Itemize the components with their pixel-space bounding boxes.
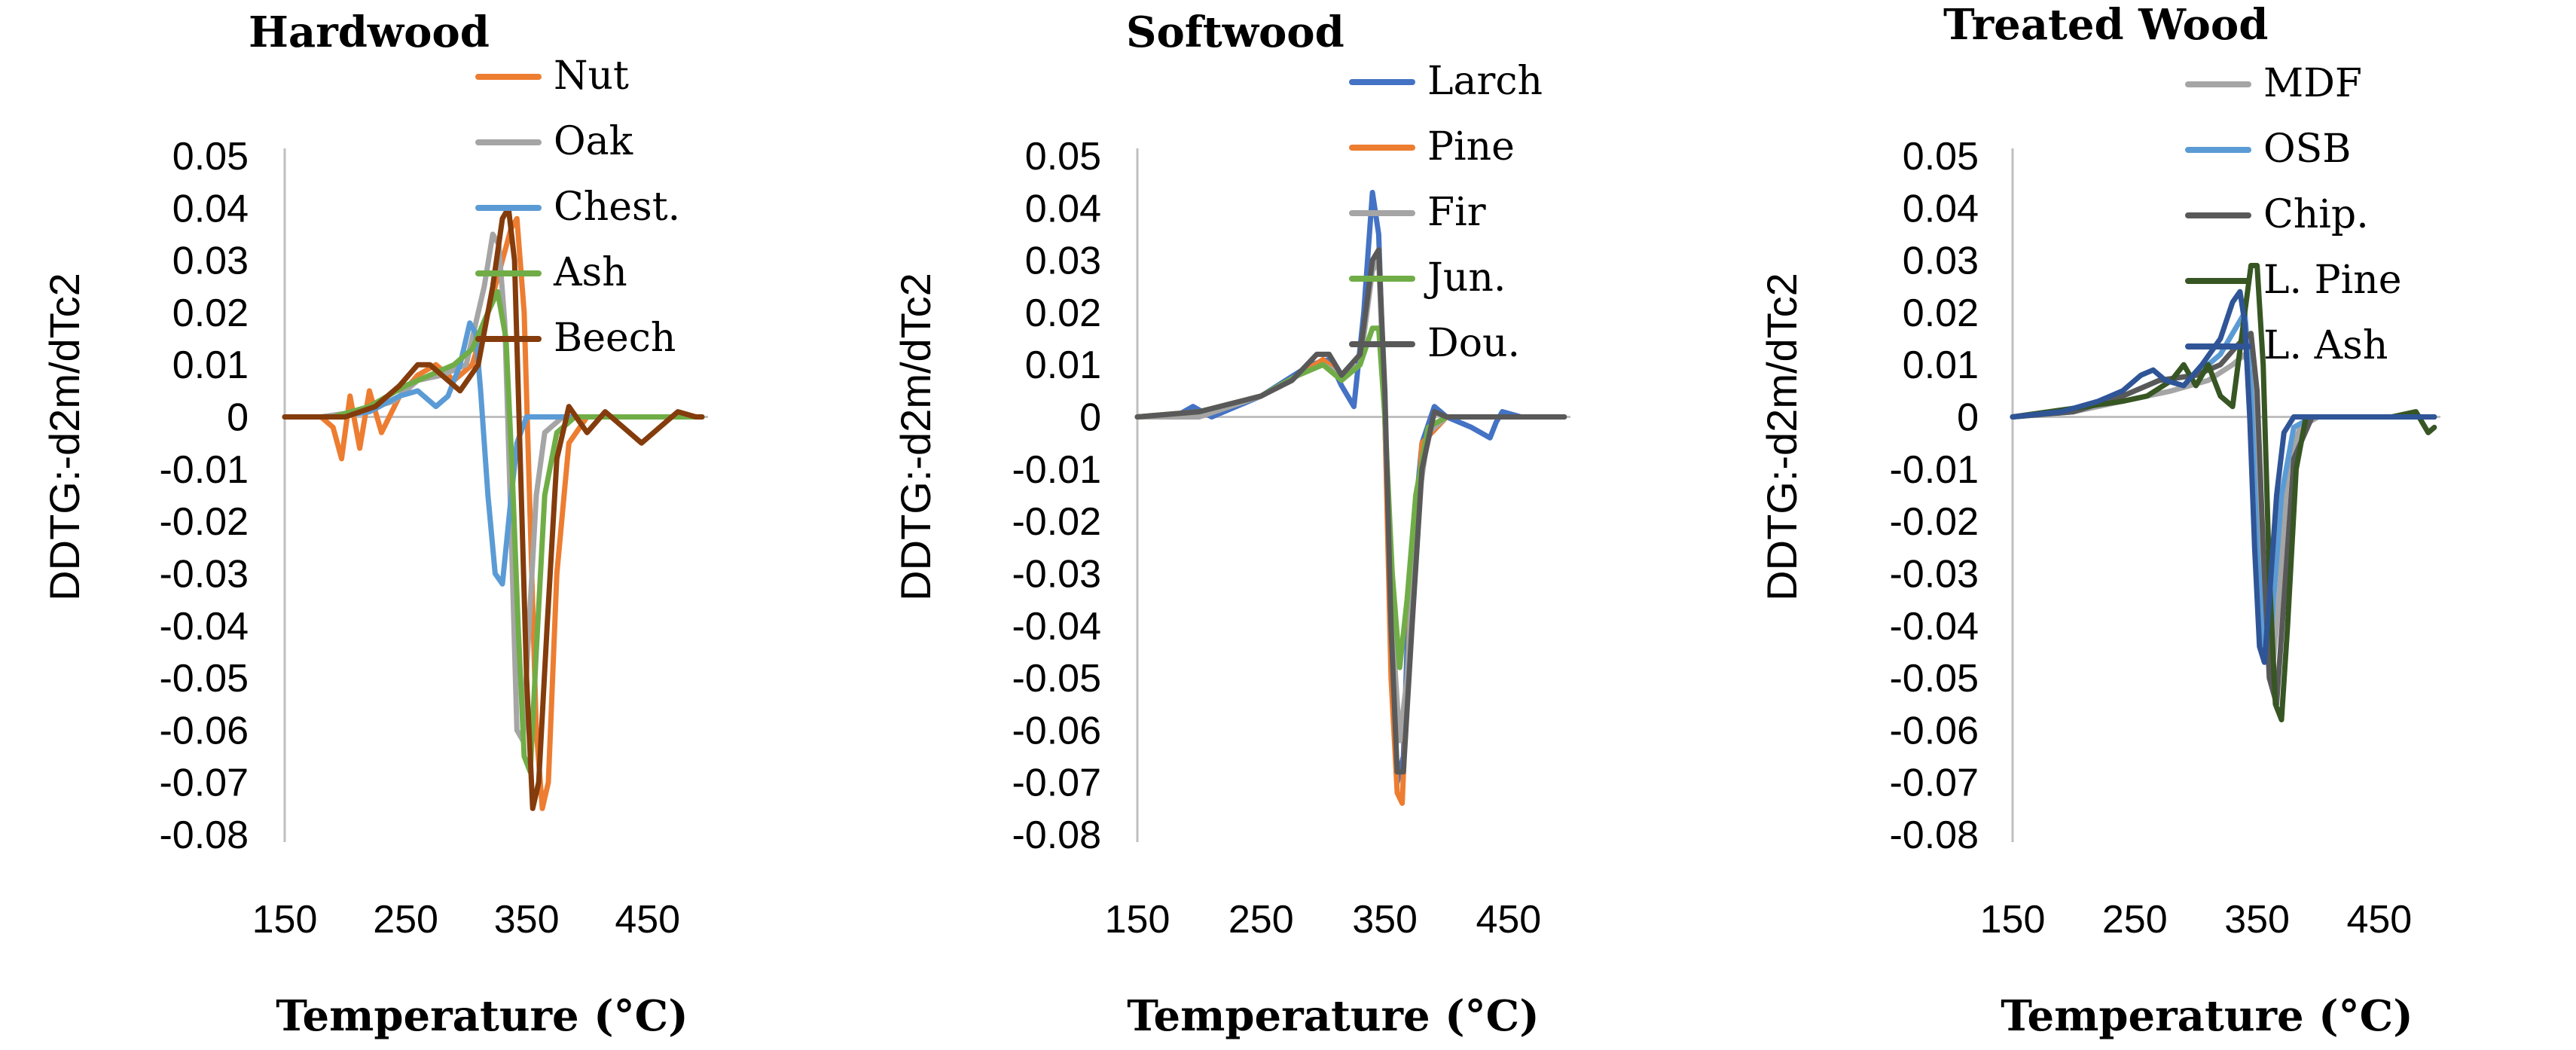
y-tick-label: -0.02 bbox=[159, 500, 249, 544]
y-tick-label: -0.04 bbox=[1889, 605, 1979, 649]
x-tick-label: 350 bbox=[494, 898, 560, 942]
y-tick-label: -0.04 bbox=[1012, 605, 1101, 649]
chart-panel-softwood: Softwood DDTG:-d2m/dTc2 Temperature (°C)… bbox=[892, 8, 1570, 1041]
y-tick-label: -0.01 bbox=[1889, 448, 1979, 492]
legend-label: Larch bbox=[1427, 59, 1543, 104]
x-axis-label: Temperature (°C) bbox=[276, 991, 688, 1041]
chart-title: Softwood bbox=[1126, 8, 1344, 57]
y-tick-label: 0.03 bbox=[172, 240, 249, 283]
legend-label: Pine bbox=[1427, 124, 1515, 169]
y-tick-label: 0 bbox=[1957, 396, 1979, 440]
y-tick-label: -0.08 bbox=[1012, 813, 1101, 857]
y-tick-label: 0.03 bbox=[1025, 240, 1101, 283]
y-tick-label: 0.01 bbox=[172, 343, 249, 387]
legend-label: Chip. bbox=[2263, 192, 2369, 237]
y-tick-label: -0.06 bbox=[159, 709, 249, 752]
y-tick-label: 0.02 bbox=[1025, 291, 1101, 335]
series-line-chip bbox=[2010, 331, 2437, 707]
y-tick-label: 0.02 bbox=[1903, 291, 1979, 335]
y-tick-label: -0.07 bbox=[1889, 762, 1979, 805]
series-line-chest bbox=[282, 320, 705, 587]
y-tick-label: 0 bbox=[1079, 396, 1101, 440]
y-tick-label: 0.04 bbox=[1903, 187, 1979, 230]
legend-label: L. Pine bbox=[2263, 258, 2401, 303]
series-line-dou bbox=[1134, 247, 1567, 775]
legend-label: Ash bbox=[553, 250, 627, 295]
x-tick-label: 350 bbox=[1352, 898, 1418, 942]
legend-label: Chest. bbox=[554, 185, 680, 230]
x-tick-label: 150 bbox=[252, 898, 318, 942]
x-tick-label: 450 bbox=[2346, 898, 2412, 942]
legend-label: OSB bbox=[2263, 127, 2351, 172]
series-line-beech bbox=[282, 205, 705, 811]
y-tick-label: 0.05 bbox=[172, 135, 249, 179]
legend-label: Dou. bbox=[1427, 321, 1520, 366]
y-tick-label: -0.06 bbox=[1012, 709, 1101, 752]
y-tick-label: -0.05 bbox=[1889, 657, 1979, 701]
y-tick-label: -0.08 bbox=[159, 813, 249, 857]
legend-label: Oak bbox=[554, 119, 633, 164]
x-tick-label: 250 bbox=[2102, 898, 2168, 942]
series-line-jun bbox=[1134, 325, 1567, 670]
series-line-l-ash bbox=[2010, 288, 2437, 665]
y-tick-label: -0.04 bbox=[159, 605, 249, 649]
series-line-ash bbox=[282, 288, 705, 775]
x-tick-label: 250 bbox=[373, 898, 438, 942]
chart-panel-hardwood: Hardwood DDTG:-d2m/dTc2 Temperature (°C)… bbox=[41, 8, 708, 1041]
legend-label: Beech bbox=[554, 316, 676, 361]
y-tick-label: 0.05 bbox=[1903, 135, 1979, 179]
y-axis-label: DDTG:-d2m/dTc2 bbox=[892, 273, 939, 601]
series-line-mdf bbox=[2010, 351, 2437, 681]
legend-label: Jun. bbox=[1424, 255, 1506, 301]
x-tick-label: 450 bbox=[1476, 898, 1541, 942]
chart-panel-treated-wood: Treated Wood DDTG:-d2m/dTc2 Temperature … bbox=[1758, 0, 2440, 1041]
y-tick-label: 0.01 bbox=[1025, 343, 1101, 387]
y-tick-label: 0.05 bbox=[1025, 135, 1101, 179]
series-line-oak bbox=[282, 231, 705, 743]
legend-label: MDF bbox=[2263, 61, 2362, 106]
y-tick-label: -0.07 bbox=[1012, 762, 1101, 805]
y-tick-label: 0 bbox=[227, 396, 249, 440]
y-axis-label: DDTG:-d2m/dTc2 bbox=[1758, 273, 1805, 601]
y-tick-label: 0.04 bbox=[172, 187, 249, 230]
chart-title: Treated Wood bbox=[1943, 0, 2268, 50]
y-tick-label: -0.06 bbox=[1889, 709, 1979, 752]
y-tick-label: -0.03 bbox=[159, 552, 249, 596]
y-tick-label: -0.07 bbox=[159, 762, 249, 805]
y-axis-label: DDTG:-d2m/dTc2 bbox=[41, 273, 88, 601]
y-tick-label: -0.08 bbox=[1889, 813, 1979, 857]
x-tick-label: 150 bbox=[1980, 898, 2046, 942]
x-tick-label: 250 bbox=[1228, 898, 1294, 942]
y-tick-label: 0.02 bbox=[172, 291, 249, 335]
y-tick-label: -0.02 bbox=[1889, 500, 1979, 544]
y-tick-label: 0.03 bbox=[1903, 240, 1979, 283]
legend-label: Nut bbox=[554, 53, 629, 99]
x-axis-label: Temperature (°C) bbox=[2001, 991, 2413, 1041]
chart-title: Hardwood bbox=[249, 8, 490, 57]
x-tick-label: 450 bbox=[615, 898, 680, 942]
series-line-nut bbox=[282, 215, 705, 811]
y-tick-label: -0.05 bbox=[1012, 657, 1101, 701]
y-tick-label: -0.03 bbox=[1012, 552, 1101, 596]
y-tick-label: 0.04 bbox=[1025, 187, 1101, 230]
y-tick-label: -0.02 bbox=[1012, 500, 1101, 544]
x-tick-label: 150 bbox=[1105, 898, 1170, 942]
legend-label: Fir bbox=[1427, 190, 1486, 235]
x-axis-label: Temperature (°C) bbox=[1127, 991, 1539, 1041]
y-tick-label: 0.01 bbox=[1903, 343, 1979, 387]
y-tick-label: -0.03 bbox=[1889, 552, 1979, 596]
x-tick-label: 350 bbox=[2224, 898, 2290, 942]
y-tick-label: -0.05 bbox=[159, 657, 249, 701]
legend-label: L. Ash bbox=[2263, 323, 2388, 368]
y-tick-label: -0.01 bbox=[159, 448, 249, 492]
y-tick-label: -0.01 bbox=[1012, 448, 1101, 492]
